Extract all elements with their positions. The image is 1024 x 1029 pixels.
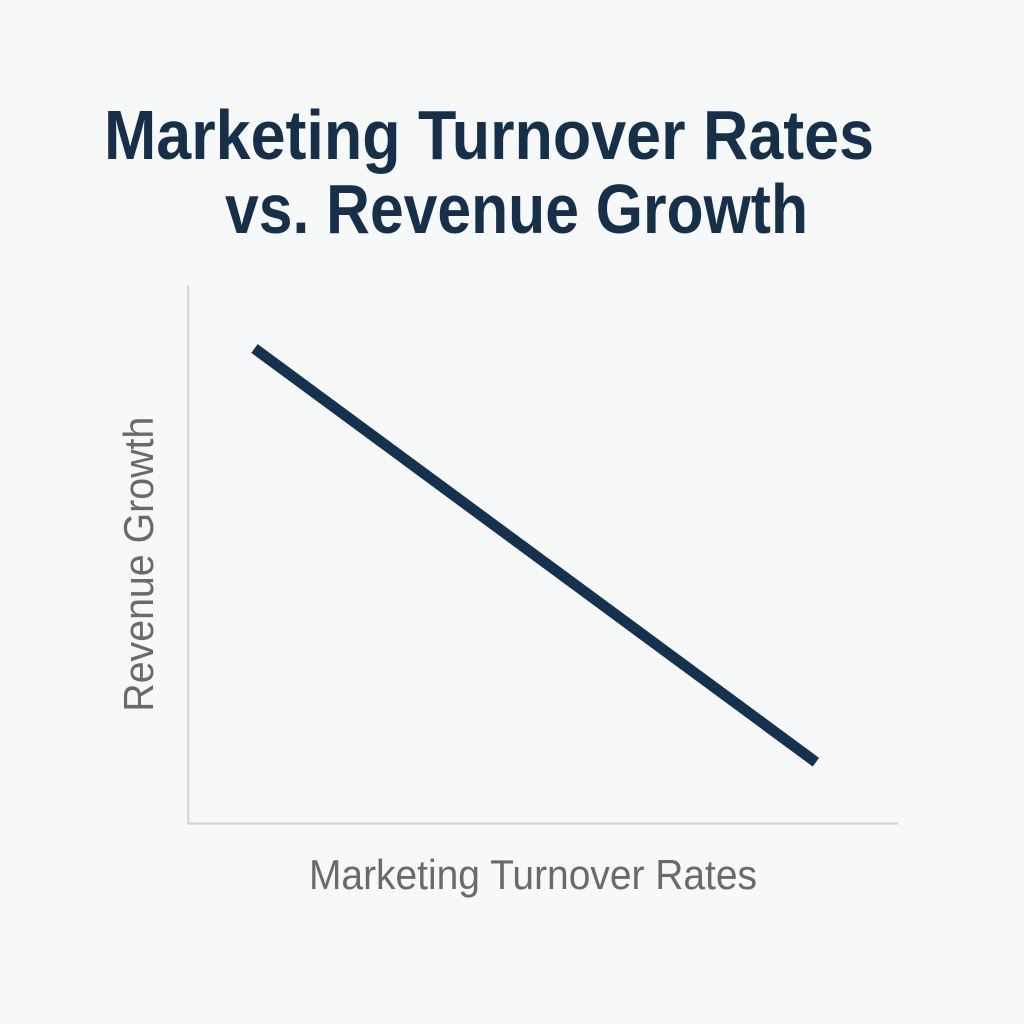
svg-text:Revenue Growth: Revenue Growth — [115, 417, 162, 712]
svg-text:Marketing Turnover Rates: Marketing Turnover Rates — [309, 851, 757, 898]
svg-text:Marketing Turnover Rates: Marketing Turnover Rates — [104, 96, 874, 174]
svg-text:vs. Revenue Growth: vs. Revenue Growth — [225, 170, 808, 248]
